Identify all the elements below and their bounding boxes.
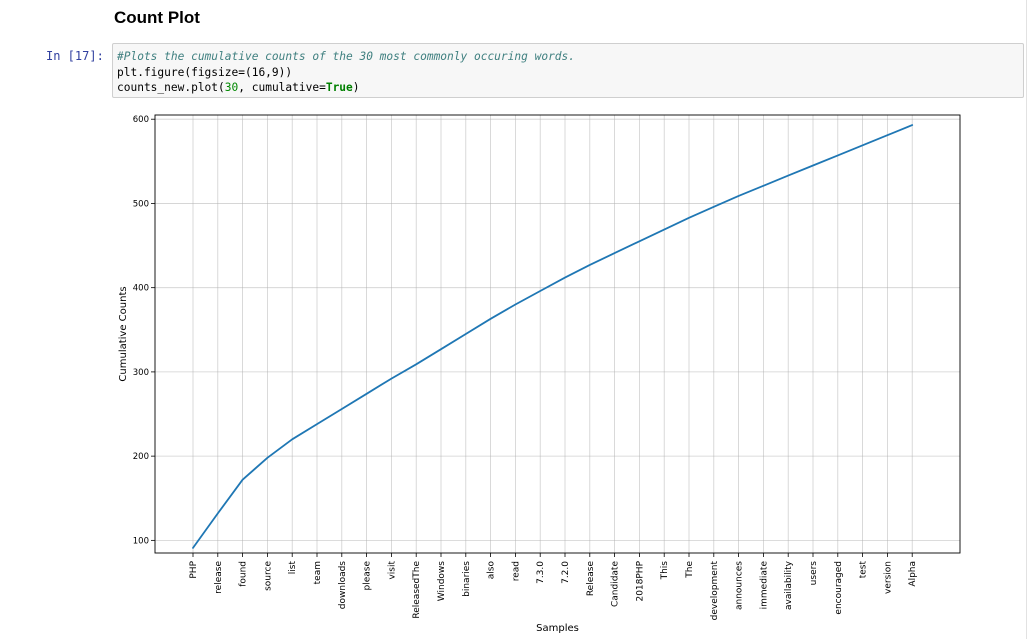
y-tick-label: 200 <box>133 452 149 462</box>
x-tick-label: 2018PHP <box>635 560 645 601</box>
x-tick-label: Release <box>586 561 596 597</box>
x-tick-label: test <box>859 561 869 579</box>
x-tick-label: development <box>710 561 720 621</box>
y-tick-label: 600 <box>133 115 149 125</box>
x-tick-label: Candidate <box>611 561 621 607</box>
code-cell[interactable]: #Plots the cumulative counts of the 30 m… <box>112 43 1024 98</box>
x-tick-label: version <box>883 561 893 594</box>
code-arg: , cumulative= <box>238 81 326 94</box>
x-tick-label: immediate <box>759 561 769 610</box>
code-close: ) <box>352 81 360 94</box>
section-heading: Count Plot <box>114 8 200 27</box>
x-tick-label: downloads <box>338 561 348 610</box>
x-tick-label: 7.3.0 <box>536 561 546 584</box>
x-tick-label: read <box>511 561 521 581</box>
x-tick-label: visit <box>387 561 397 580</box>
x-tick-label: binaries <box>462 561 472 597</box>
x-tick-label: encouraged <box>834 561 844 615</box>
x-tick-label: This <box>660 561 670 581</box>
x-tick-label: release <box>214 561 224 594</box>
y-tick-label: 400 <box>133 284 149 294</box>
code-line-1: #Plots the cumulative counts of the 30 m… <box>117 50 575 63</box>
y-tick-label: 500 <box>133 199 149 209</box>
x-tick-label: please <box>363 561 373 591</box>
x-tick-label: source <box>263 561 273 591</box>
x-tick-label: Windows <box>437 561 447 601</box>
y-axis-label: Cumulative Counts <box>118 286 129 381</box>
x-tick-label: users <box>809 561 819 586</box>
code-line-2: plt.figure(figsize=(16,9)) <box>117 66 293 79</box>
x-tick-label: 7.2.0 <box>561 561 571 584</box>
code-line-3: counts_new.plot(30, cumulative=True) <box>117 81 360 94</box>
code-number: 30 <box>224 81 239 94</box>
plot-area <box>155 115 960 553</box>
page-edge <box>1026 0 1027 639</box>
series-line <box>192 124 914 549</box>
x-tick-label: ReleasedThe <box>412 561 422 619</box>
axes-frame <box>154 114 961 554</box>
x-tick-label: availability <box>784 560 794 610</box>
x-axis-label: Samples <box>536 623 579 634</box>
x-tick-label: The <box>685 561 695 579</box>
x-tick-label: list <box>288 561 298 575</box>
code-comment: #Plots the cumulative counts of the 30 m… <box>117 50 576 63</box>
code-call: counts_new.plot( <box>117 81 225 94</box>
x-tick-label: announces <box>735 561 745 610</box>
y-tick-label: 300 <box>133 368 149 378</box>
y-tick-label: 100 <box>133 536 149 546</box>
x-tick-label: Alpha <box>908 561 918 587</box>
cell-prompt: In [17]: <box>46 49 104 63</box>
x-tick-label: PHP <box>189 560 199 578</box>
x-tick-label: also <box>487 561 497 580</box>
x-tick-label: team <box>313 561 323 584</box>
code-keyword: True <box>325 81 353 94</box>
x-tick-label: found <box>239 561 249 587</box>
